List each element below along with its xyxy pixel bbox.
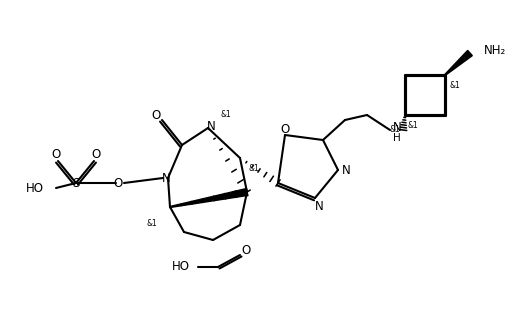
Text: N: N: [207, 120, 215, 132]
Text: N: N: [314, 200, 323, 213]
Text: S: S: [73, 176, 80, 190]
Text: O: O: [151, 109, 161, 121]
Text: N: N: [162, 172, 170, 184]
Text: O: O: [91, 148, 100, 161]
Text: O: O: [280, 122, 290, 136]
Text: &1: &1: [147, 218, 157, 227]
Text: &1: &1: [390, 124, 400, 133]
Text: N: N: [342, 163, 350, 176]
Text: HO: HO: [26, 182, 44, 194]
Text: N: N: [393, 120, 401, 133]
Text: &1: &1: [450, 80, 461, 89]
Text: NH₂: NH₂: [484, 44, 506, 57]
Text: HO: HO: [172, 261, 190, 274]
Text: O: O: [51, 148, 61, 161]
Text: O: O: [113, 176, 123, 190]
Text: &1: &1: [249, 163, 260, 172]
Polygon shape: [444, 50, 472, 75]
Text: &1: &1: [408, 120, 419, 130]
Text: O: O: [241, 244, 251, 256]
Text: H: H: [393, 133, 401, 143]
Text: &1: &1: [221, 109, 232, 119]
Polygon shape: [170, 189, 248, 207]
